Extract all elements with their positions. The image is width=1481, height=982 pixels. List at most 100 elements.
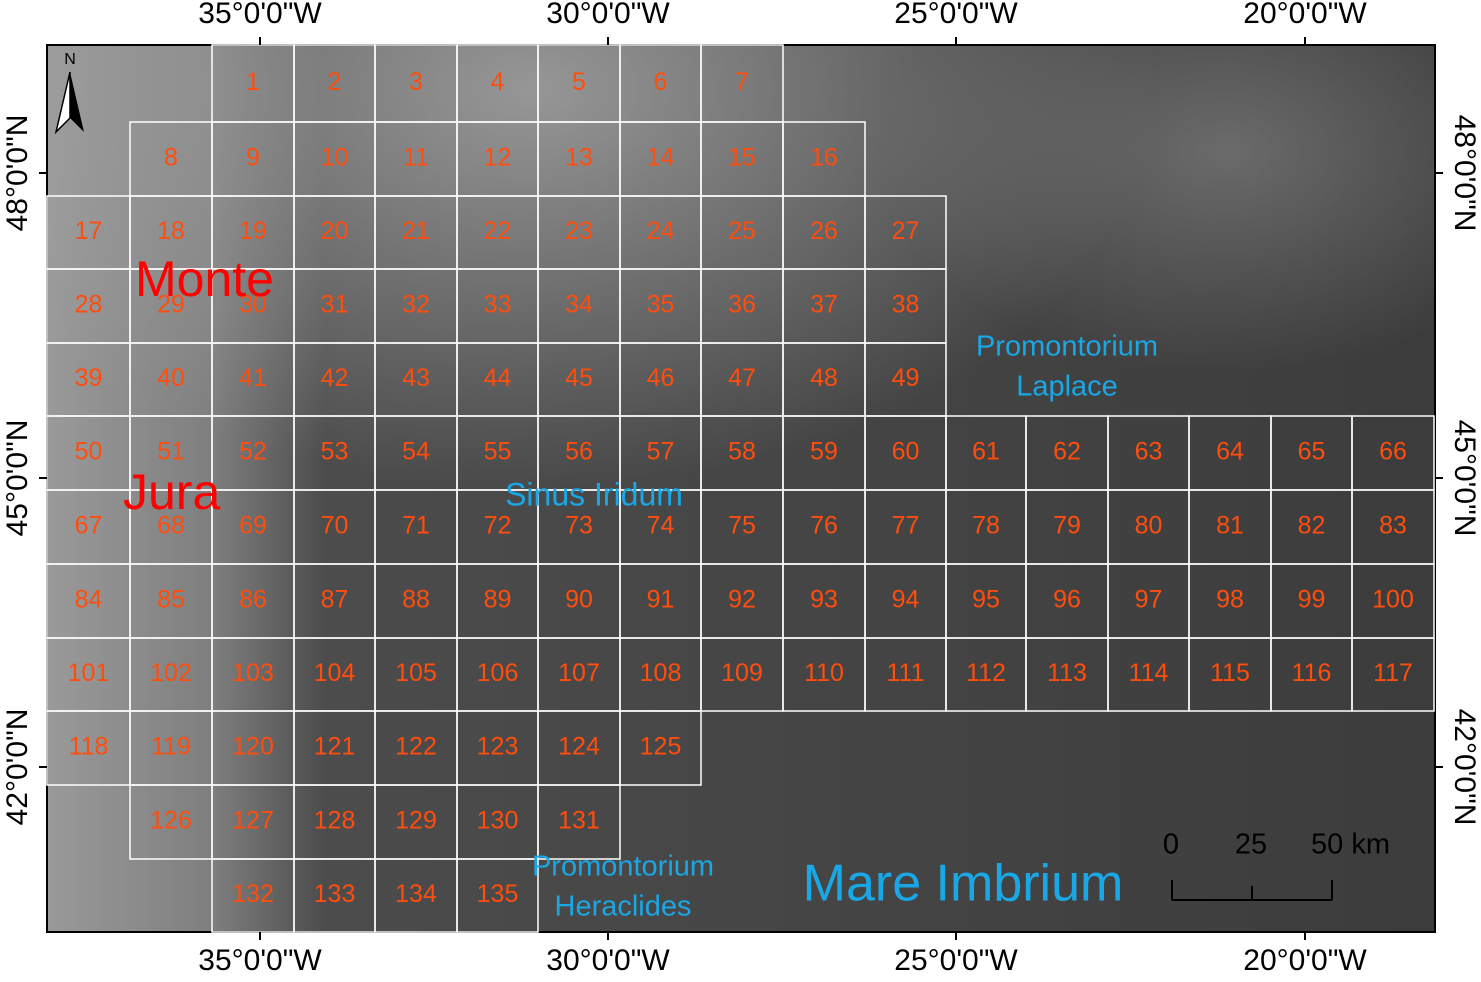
- cell-number: 8: [164, 144, 178, 172]
- scale-label: 50 km: [1311, 829, 1390, 861]
- cell-number: 41: [239, 364, 267, 392]
- cell-number: 97: [1135, 586, 1163, 614]
- cell-number: 30: [239, 291, 267, 319]
- cell-number: 62: [1053, 438, 1081, 466]
- place-label: Promontorium: [976, 331, 1158, 363]
- cell-number: 59: [810, 438, 838, 466]
- place-label: Monte: [135, 251, 274, 307]
- cell-number: 129: [395, 807, 437, 835]
- cell-number: 81: [1216, 512, 1244, 540]
- cell-number: 99: [1298, 586, 1326, 614]
- cell-number: 35: [647, 291, 675, 319]
- cell-number: 15: [728, 144, 756, 172]
- cell-number: 116: [1292, 659, 1332, 687]
- cell-number: 16: [810, 144, 838, 172]
- cell-number: 14: [647, 144, 675, 172]
- cell-number: 22: [484, 217, 512, 245]
- cell-number: 115: [1210, 659, 1250, 687]
- cell-number: 78: [972, 512, 1000, 540]
- cell-number: 88: [402, 586, 430, 614]
- cell-number: 89: [484, 586, 512, 614]
- cell-number: 121: [314, 733, 356, 761]
- cell-number: 29: [157, 291, 185, 319]
- cell-number: 24: [647, 217, 675, 245]
- cell-number: 51: [157, 438, 185, 466]
- cell-number: 75: [728, 512, 756, 540]
- cell-number: 50: [75, 438, 103, 466]
- place-label: Heraclides: [555, 891, 692, 923]
- cell-number: 112: [966, 659, 1006, 687]
- cell-number: 102: [150, 659, 192, 687]
- cell-number: 92: [728, 586, 756, 614]
- grid-cell: [619, 710, 702, 786]
- latitude-label: 42°0'0"N: [1448, 709, 1481, 826]
- place-label: Jura: [123, 464, 220, 520]
- cell-number: 45: [565, 364, 593, 392]
- cell-number: 134: [395, 880, 437, 908]
- longitude-label: 35°0'0"W: [198, 0, 322, 30]
- cell-number: 135: [477, 880, 519, 908]
- cell-number: 69: [239, 512, 267, 540]
- cell-number: 133: [314, 880, 356, 908]
- cell-number: 34: [565, 291, 593, 319]
- cell-number: 109: [721, 659, 763, 687]
- cell-number: 84: [75, 586, 103, 614]
- cell-number: 37: [810, 291, 838, 319]
- cell-number: 77: [892, 512, 920, 540]
- north-label: N: [64, 51, 76, 68]
- cell-number: 5: [572, 68, 586, 96]
- cell-number: 124: [558, 733, 600, 761]
- scale-bar: [1171, 880, 1333, 901]
- longitude-label: 20°0'0"W: [1243, 0, 1367, 30]
- place-label: Laplace: [1016, 371, 1118, 403]
- cell-number: 126: [150, 807, 192, 835]
- cell-number: 39: [75, 364, 103, 392]
- cell-number: 113: [1047, 659, 1087, 687]
- cell-number: 96: [1053, 586, 1081, 614]
- cell-number: 56: [565, 438, 593, 466]
- cell-number: 60: [892, 438, 920, 466]
- cell-number: 71: [402, 512, 430, 540]
- grid-cell: [1351, 637, 1435, 712]
- cell-number: 11: [403, 144, 429, 172]
- cell-number: 65: [1298, 438, 1326, 466]
- latitude-label: 42°0'0"N: [1, 709, 34, 826]
- longitude-label: 35°0'0"W: [198, 944, 322, 977]
- cell-number: 49: [892, 364, 920, 392]
- cell-number: 127: [232, 807, 274, 835]
- cell-number: 44: [484, 364, 512, 392]
- cell-number: 122: [395, 733, 437, 761]
- cell-number: 66: [1379, 438, 1407, 466]
- cell-number: 117: [1373, 659, 1413, 687]
- cell-number: 108: [640, 659, 682, 687]
- cell-number: 82: [1298, 512, 1326, 540]
- cell-number: 36: [728, 291, 756, 319]
- cell-number: 57: [647, 438, 675, 466]
- cell-number: 83: [1379, 512, 1407, 540]
- cell-number: 25: [728, 217, 756, 245]
- scale-label: 0: [1163, 829, 1179, 861]
- cell-number: 68: [157, 512, 185, 540]
- cell-number: 54: [402, 438, 430, 466]
- cell-number: 10: [321, 144, 349, 172]
- cell-number: 38: [892, 291, 920, 319]
- latitude-label: 48°0'0"N: [1448, 115, 1481, 232]
- cell-number: 42: [321, 364, 349, 392]
- cell-number: 118: [69, 733, 109, 761]
- cell-number: 3: [409, 68, 423, 96]
- cell-number: 130: [477, 807, 519, 835]
- longitude-label: 30°0'0"W: [546, 944, 670, 977]
- cell-number: 107: [558, 659, 600, 687]
- cell-number: 72: [484, 512, 512, 540]
- cell-number: 23: [565, 217, 593, 245]
- grid-cell: [537, 784, 621, 860]
- cell-number: 28: [75, 291, 103, 319]
- cell-number: 87: [321, 586, 349, 614]
- cell-number: 73: [565, 512, 593, 540]
- cell-number: 101: [68, 659, 110, 687]
- place-label: Mare Imbrium: [803, 855, 1124, 913]
- map-highlands: [47, 45, 1435, 932]
- north-arrow-right: [70, 72, 84, 132]
- place-label: Promontorium: [532, 851, 714, 883]
- cell-number: 61: [972, 438, 1000, 466]
